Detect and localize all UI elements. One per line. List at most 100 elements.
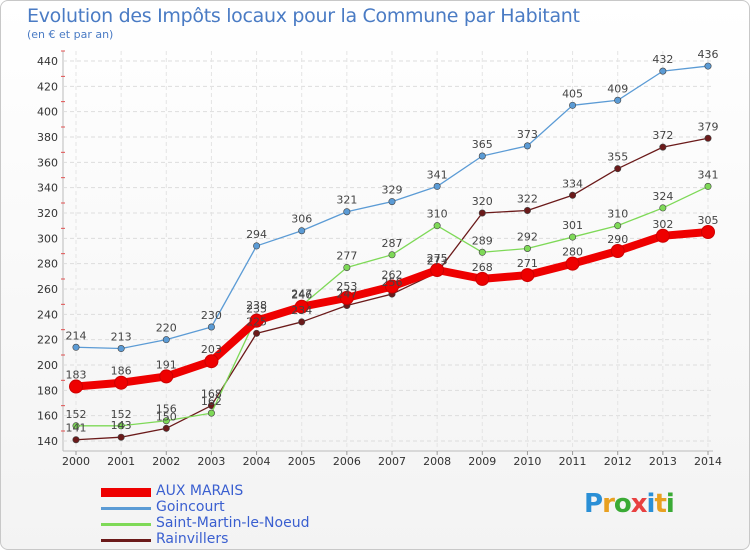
data-label-rainvillers: 273 xyxy=(427,255,448,268)
logo-letter: i xyxy=(665,489,675,519)
legend-label-goincourt: Goincourt xyxy=(156,499,225,515)
data-label-rainvillers: 150 xyxy=(156,410,177,423)
y-tick-label: 340 xyxy=(37,182,58,195)
x-tick-label: 2012 xyxy=(604,455,632,468)
data-label-saint-martin-le-noeud: 156 xyxy=(156,403,177,416)
data-label-goincourt: 436 xyxy=(698,48,719,61)
data-label-saint-martin-le-noeud: 289 xyxy=(472,234,493,247)
legend-label-saint-martin-le-noeud: Saint-Martin-le-Noeud xyxy=(156,515,310,531)
x-tick-label: 2009 xyxy=(468,455,496,468)
data-label-saint-martin-le-noeud: 152 xyxy=(66,408,87,421)
data-label-saint-martin-le-noeud: 287 xyxy=(382,237,403,250)
data-point-rainvillers xyxy=(117,433,125,441)
data-point-rainvillers xyxy=(659,143,667,151)
x-tick-label: 2004 xyxy=(243,455,271,468)
proxiti-logo: Proxiti xyxy=(584,489,675,519)
x-tick-label: 2006 xyxy=(333,455,361,468)
data-point-rainvillers xyxy=(704,134,712,142)
data-point-rainvillers xyxy=(72,436,80,444)
data-label-aux-marais: 280 xyxy=(562,246,583,259)
data-label-rainvillers: 379 xyxy=(698,120,719,133)
data-label-goincourt: 213 xyxy=(111,331,132,344)
x-tick-label: 2000 xyxy=(62,455,90,468)
data-point-aux-marais xyxy=(610,244,625,258)
data-label-aux-marais: 235 xyxy=(246,303,267,316)
data-point-aux-marais xyxy=(294,299,309,314)
data-label-aux-marais: 271 xyxy=(517,257,538,270)
data-label-goincourt: 432 xyxy=(652,53,673,66)
y-tick-label: 380 xyxy=(37,131,58,144)
data-label-saint-martin-le-noeud: 341 xyxy=(698,168,719,181)
data-point-aux-marais xyxy=(701,225,715,239)
y-tick-label: 400 xyxy=(37,106,58,119)
data-label-goincourt: 373 xyxy=(517,128,538,141)
data-point-saint-martin-le-noeud xyxy=(207,409,215,417)
logo-letter: x xyxy=(630,489,648,519)
data-label-aux-marais: 186 xyxy=(111,365,132,378)
data-label-aux-marais: 305 xyxy=(698,214,719,227)
data-point-rainvillers xyxy=(162,424,170,432)
data-label-saint-martin-le-noeud: 301 xyxy=(562,219,583,232)
data-label-aux-marais: 203 xyxy=(201,343,222,356)
data-point-rainvillers xyxy=(614,165,622,173)
x-tick-label: 2014 xyxy=(694,455,722,468)
data-point-aux-marais xyxy=(159,369,174,384)
data-point-goincourt xyxy=(523,142,531,150)
data-label-saint-martin-le-noeud: 238 xyxy=(246,299,267,312)
data-label-goincourt: 405 xyxy=(562,87,583,100)
data-label-goincourt: 294 xyxy=(246,228,267,241)
data-point-goincourt xyxy=(388,198,396,206)
legend-swatch-saint-martin-le-noeud xyxy=(101,523,151,526)
data-point-saint-martin-le-noeud xyxy=(478,248,486,256)
data-point-rainvillers xyxy=(478,209,486,217)
data-label-saint-martin-le-noeud: 277 xyxy=(336,249,357,262)
data-label-aux-marais: 246 xyxy=(291,289,312,302)
data-point-rainvillers xyxy=(253,329,261,337)
data-label-saint-martin-le-noeud: 247 xyxy=(291,287,312,300)
y-tick-label: 200 xyxy=(37,359,58,372)
data-point-goincourt xyxy=(72,343,80,351)
data-point-aux-marais xyxy=(655,228,670,243)
data-label-saint-martin-le-noeud: 310 xyxy=(607,208,628,221)
x-tick-label: 2002 xyxy=(152,455,180,468)
data-label-rainvillers: 334 xyxy=(562,177,583,190)
data-point-saint-martin-le-noeud xyxy=(388,251,396,259)
data-point-goincourt xyxy=(343,208,351,216)
data-point-goincourt xyxy=(704,62,712,70)
data-label-goincourt: 230 xyxy=(201,309,222,322)
logo-letter: t xyxy=(654,489,666,519)
data-point-goincourt xyxy=(117,345,125,353)
data-label-goincourt: 341 xyxy=(427,168,448,181)
data-point-goincourt xyxy=(253,242,261,250)
y-tick-label: 240 xyxy=(37,308,58,321)
y-tick-label: 260 xyxy=(37,283,58,296)
logo-letter: P xyxy=(584,489,603,519)
data-point-saint-martin-le-noeud xyxy=(72,422,80,430)
legend-swatch-rainvillers xyxy=(101,539,151,542)
data-label-rainvillers: 234 xyxy=(291,304,312,317)
data-point-aux-marais xyxy=(520,268,535,283)
data-point-goincourt xyxy=(298,227,306,235)
data-label-goincourt: 220 xyxy=(156,322,177,335)
data-point-goincourt xyxy=(659,67,667,75)
data-label-goincourt: 365 xyxy=(472,138,493,151)
data-label-aux-marais: 262 xyxy=(382,268,403,281)
legend-swatch-aux-marais xyxy=(101,488,151,497)
chart-subtitle: (en € et par an) xyxy=(27,28,114,41)
data-label-saint-martin-le-noeud: 162 xyxy=(201,395,222,408)
x-tick-label: 2010 xyxy=(513,455,541,468)
logo-letter: r xyxy=(602,489,615,519)
y-tick-label: 160 xyxy=(37,410,58,423)
y-tick-label: 420 xyxy=(37,80,58,93)
data-label-aux-marais: 183 xyxy=(66,369,87,382)
y-tick-label: 300 xyxy=(37,232,58,245)
x-tick-label: 2003 xyxy=(197,455,225,468)
data-label-rainvillers: 247 xyxy=(336,287,357,300)
data-label-goincourt: 329 xyxy=(382,184,403,197)
data-label-rainvillers: 225 xyxy=(246,315,267,328)
data-label-goincourt: 306 xyxy=(291,213,312,226)
legend-label-aux-marais: AUX MARAIS xyxy=(156,483,244,499)
data-point-rainvillers xyxy=(569,191,577,199)
data-label-rainvillers: 168 xyxy=(201,388,222,401)
